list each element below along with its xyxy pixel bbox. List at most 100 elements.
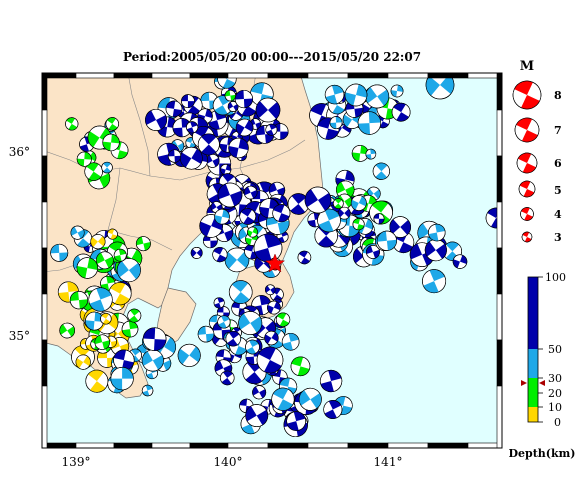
mechanism-marker [65, 117, 79, 131]
mechanism-marker [319, 369, 343, 393]
mechanism-marker [219, 370, 235, 386]
map-panel [41, 72, 503, 449]
magnitude-label-5: 5 [554, 184, 562, 197]
mechanism-marker [344, 83, 368, 107]
magnitude-legend-title: M [520, 59, 534, 74]
mechanism-marker [190, 246, 203, 259]
mechanism-marker [352, 218, 365, 231]
mechanism-marker [252, 385, 267, 400]
mechanism-marker [350, 195, 367, 211]
mechanism-marker [121, 320, 139, 338]
mechanism-marker [217, 315, 231, 329]
mechanism-marker [84, 162, 103, 181]
mechanism-marker [521, 231, 533, 243]
mechanism-marker [85, 369, 109, 393]
mechanism-marker [324, 84, 345, 105]
depth-colorbar: 100 50 30 20 10 0 Depth(km) [509, 271, 576, 460]
mechanism-marker [102, 133, 120, 152]
mechanism-marker [365, 148, 377, 160]
mechanism-marker [518, 180, 536, 198]
mechanism-marker [390, 84, 404, 98]
lat-label-36: 36° [9, 145, 30, 159]
earthquake-mechanisms [50, 73, 502, 438]
mechanism-marker [186, 121, 199, 134]
mechanism-marker [245, 339, 260, 355]
mechanism-marker [329, 116, 343, 130]
mechanism-marker [389, 216, 411, 238]
mechanism-marker [520, 207, 534, 221]
mechanism-marker [357, 111, 382, 135]
mechanism-marker [225, 330, 241, 347]
mechanism-marker [323, 400, 343, 419]
mechanism-marker [512, 80, 542, 110]
mechanism-marker [245, 404, 269, 427]
depth-band-30-50 [528, 349, 538, 378]
mechanism-marker [107, 228, 118, 240]
depth-band-0-10 [528, 407, 538, 422]
mechanism-marker [255, 97, 281, 123]
mechanism-marker [275, 312, 291, 327]
depth-tick-0: 0 [554, 416, 561, 429]
mechanism-marker [391, 102, 411, 122]
mechanism-marker [247, 226, 258, 238]
map-title: Period:2005/05/20 00:00---2015/05/20 22:… [123, 50, 421, 64]
mechanism-marker [217, 182, 243, 208]
mechanism-marker [265, 123, 278, 136]
map-frame [41, 72, 503, 449]
magnitude-label-6: 6 [554, 157, 562, 170]
lon-label-139: 139° [62, 455, 91, 469]
mechanism-marker [365, 244, 380, 259]
mechanism-marker [272, 204, 291, 223]
map-frame-scale [41, 72, 503, 449]
mechanism-marker [238, 311, 263, 336]
lon-label-140: 140° [214, 455, 243, 469]
mechanism-marker [69, 291, 89, 310]
mechanism-marker [110, 367, 134, 391]
mechanism-marker [267, 300, 281, 315]
mechanism-marker [304, 186, 332, 214]
mechanism-marker [75, 354, 91, 370]
mechanism-marker [264, 330, 279, 346]
magnitude-label-3: 3 [554, 231, 562, 244]
mechanism-marker [95, 251, 114, 270]
mechanism-marker [428, 223, 446, 242]
mechanism-marker [141, 349, 164, 372]
mechanism-marker [212, 247, 228, 263]
depth-tick-50: 50 [548, 343, 562, 356]
mechanism-marker [376, 230, 397, 251]
mechanism-marker [337, 206, 351, 220]
mechanism-marker [234, 89, 254, 109]
mechanism-marker [108, 282, 132, 306]
mechanism-marker [365, 84, 390, 109]
mechanism-marker [116, 258, 141, 283]
mechanism-marker [286, 411, 306, 431]
mechanism-marker [180, 146, 203, 170]
mechanism-marker [181, 94, 195, 108]
mechanism-marker [76, 151, 92, 167]
depth-band-50-100 [528, 277, 538, 349]
mechanism-marker [141, 384, 154, 397]
mechanism-marker [228, 280, 253, 304]
mechanism-marker [70, 225, 85, 240]
mechanism-marker [256, 346, 284, 374]
mechanism-marker [516, 152, 538, 174]
depth-marker-triangles [521, 380, 545, 386]
mechanism-marker [268, 181, 286, 199]
mechanism-marker [373, 213, 385, 225]
mechanism-marker [167, 149, 182, 163]
current-event-star-icon [264, 253, 286, 273]
magnitude-label-4: 4 [554, 208, 562, 221]
lat-label-35: 35° [9, 329, 30, 343]
mechanism-marker [90, 234, 106, 250]
mechanism-marker [197, 133, 220, 156]
mechanism-marker [142, 327, 167, 351]
depth-legend-title: Depth(km) [509, 447, 576, 460]
mechanism-marker [213, 297, 225, 309]
mechanism-marker [113, 248, 127, 262]
mechanism-marker [298, 387, 322, 411]
mechanism-marker [88, 287, 113, 312]
depth-tick-100: 100 [545, 271, 566, 284]
depth-band-10-30 [528, 378, 538, 407]
mechanism-marker [100, 313, 112, 325]
mechanism-marker [105, 117, 119, 131]
